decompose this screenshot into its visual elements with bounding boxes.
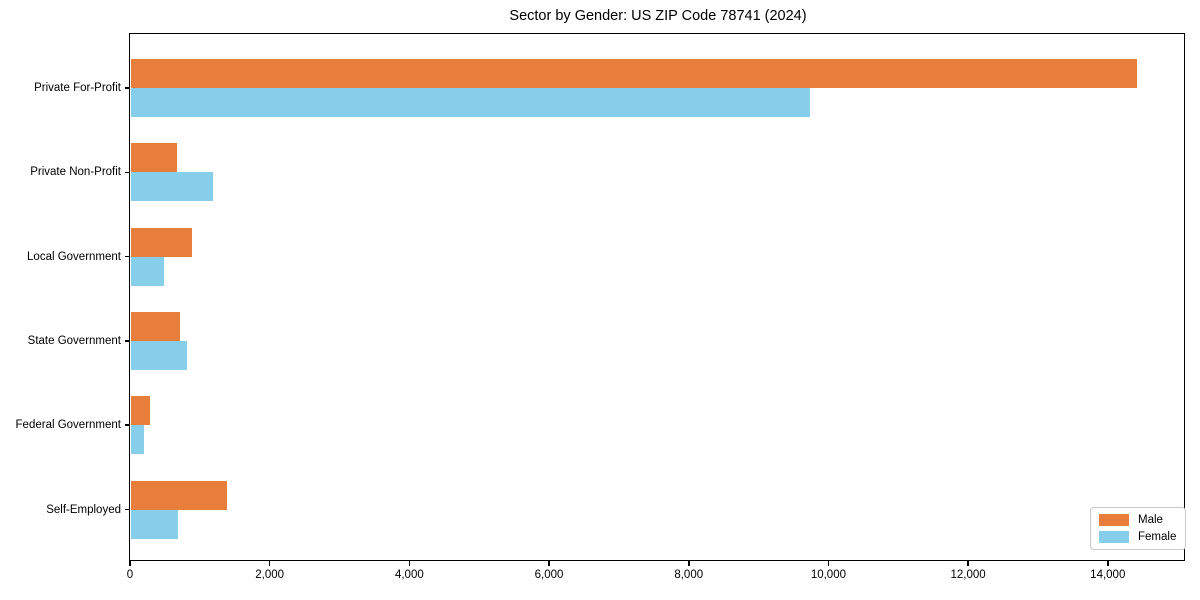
x-tick-mark — [1106, 561, 1109, 566]
x-tick-mark — [268, 561, 271, 566]
legend-label-female: Female — [1138, 531, 1177, 543]
y-axis-category-label: State Government — [27, 334, 121, 347]
x-tick-mark — [129, 561, 131, 566]
x-tick-label: 4,000 — [394, 569, 424, 581]
x-tick-label: 2,000 — [255, 569, 285, 581]
bar-female-2 — [131, 256, 164, 286]
legend-entry-female: Female — [1099, 531, 1176, 543]
y-axis-category-label: Self-Employed — [46, 503, 121, 516]
x-tick-label: 6,000 — [534, 569, 564, 581]
bar-male-2 — [131, 227, 192, 257]
bar-male-5 — [131, 480, 228, 510]
x-tick-label: 12,000 — [950, 569, 986, 581]
chart-title: Sector by Gender: US ZIP Code 78741 (202… — [509, 8, 807, 24]
x-tick-label: 10,000 — [810, 569, 846, 581]
y-tick-mark — [125, 87, 130, 89]
y-axis-category-label: Local Government — [27, 250, 121, 263]
x-tick-label: 8,000 — [674, 569, 704, 581]
bar-female-5 — [131, 509, 179, 539]
x-tick-mark — [548, 561, 550, 566]
bar-male-1 — [131, 143, 178, 173]
y-tick-mark — [125, 424, 130, 426]
x-tick-mark — [827, 561, 830, 566]
bar-female-0 — [131, 88, 810, 117]
legend-swatch-male — [1099, 514, 1129, 526]
bar-female-1 — [131, 172, 214, 202]
y-axis-category-label: Private Non-Profit — [30, 166, 121, 179]
y-tick-mark — [125, 340, 130, 342]
bar-male-4 — [131, 396, 150, 426]
legend-swatch-female — [1099, 531, 1129, 543]
bar-male-3 — [131, 311, 180, 341]
x-tick-label: 0 — [126, 569, 134, 581]
plot-area — [129, 33, 1185, 561]
bar-male-0 — [131, 59, 1137, 88]
bar-female-3 — [131, 340, 187, 370]
bar-female-4 — [131, 425, 145, 455]
x-tick-label: 14,000 — [1090, 569, 1126, 581]
y-tick-mark — [125, 508, 130, 511]
x-tick-mark — [967, 561, 969, 566]
legend: Male Female — [1090, 507, 1187, 550]
y-axis-category-label: Private For-Profit — [34, 82, 121, 94]
legend-entry-male: Male — [1099, 514, 1176, 526]
y-axis-category-label: Federal Government — [15, 419, 121, 432]
y-tick-mark — [125, 171, 130, 174]
legend-label-male: Male — [1138, 514, 1163, 526]
x-tick-mark — [687, 561, 690, 566]
x-tick-mark — [408, 561, 411, 566]
y-tick-mark — [125, 255, 130, 258]
